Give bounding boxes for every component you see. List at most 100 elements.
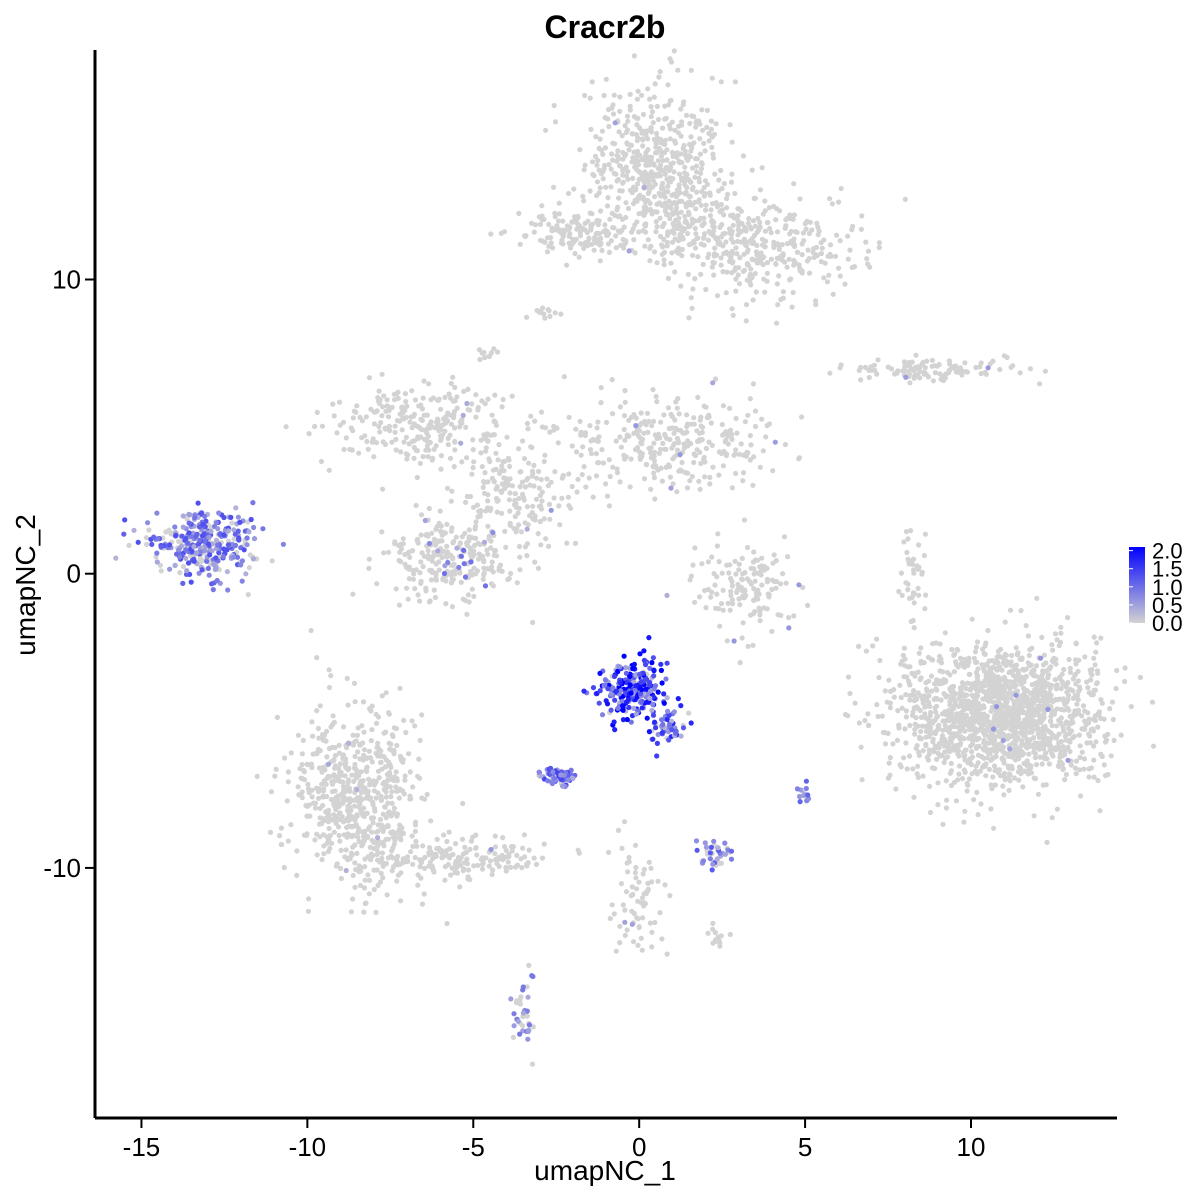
scatter-point bbox=[941, 759, 947, 766]
scatter-point bbox=[733, 571, 739, 577]
scatter-point bbox=[379, 824, 385, 831]
scatter-point bbox=[694, 169, 700, 175]
scatter-point bbox=[391, 805, 397, 811]
scatter-point bbox=[1006, 660, 1012, 666]
scatter-point bbox=[667, 56, 673, 62]
scatter-point bbox=[712, 376, 719, 382]
scatter-point bbox=[373, 795, 379, 801]
scatter-point bbox=[400, 536, 406, 542]
scatter-point bbox=[327, 774, 333, 780]
scatter-point bbox=[531, 855, 537, 861]
scatter-point bbox=[516, 495, 522, 502]
scatter-point bbox=[448, 412, 454, 418]
scatter-point bbox=[633, 875, 639, 881]
scatter-point bbox=[421, 436, 428, 442]
scatter-point bbox=[398, 837, 404, 843]
scatter-point bbox=[1064, 699, 1070, 705]
scatter-point bbox=[351, 803, 358, 809]
scatter-point bbox=[686, 141, 693, 147]
scatter-point bbox=[406, 564, 412, 570]
scatter-point bbox=[757, 618, 763, 624]
scatter-point bbox=[1001, 715, 1007, 721]
scatter-point bbox=[366, 556, 372, 562]
scatter-point bbox=[952, 691, 958, 697]
scatter-point bbox=[982, 745, 988, 751]
scatter-point bbox=[917, 375, 923, 381]
scatter-point bbox=[672, 138, 678, 144]
scatter-point bbox=[784, 264, 790, 270]
scatter-point bbox=[572, 214, 578, 220]
scatter-point bbox=[457, 862, 463, 868]
scatter-point bbox=[530, 1024, 536, 1030]
scatter-point bbox=[468, 568, 474, 574]
scatter-point bbox=[641, 419, 648, 425]
scatter-point bbox=[1042, 723, 1048, 730]
scatter-point bbox=[653, 219, 659, 225]
scatter-point bbox=[365, 446, 371, 452]
scatter-point bbox=[552, 469, 558, 475]
scatter-point bbox=[656, 139, 663, 145]
scatter-point bbox=[660, 440, 666, 446]
scatter-point bbox=[1013, 737, 1020, 744]
scatter-point bbox=[790, 289, 796, 296]
scatter-point bbox=[690, 286, 696, 292]
scatter-point bbox=[715, 531, 721, 537]
scatter-point bbox=[412, 828, 418, 835]
scatter-point bbox=[969, 749, 975, 755]
scatter-point bbox=[499, 568, 505, 575]
scatter-point bbox=[698, 170, 704, 176]
scatter-point bbox=[410, 576, 416, 582]
scatter-point bbox=[1037, 679, 1043, 685]
scatter-point bbox=[671, 441, 677, 447]
scatter-point bbox=[381, 730, 387, 736]
scatter-point bbox=[383, 861, 389, 867]
scatter-point bbox=[551, 427, 557, 433]
scatter-point bbox=[669, 413, 675, 420]
scatter-point bbox=[532, 559, 538, 565]
scatter-point bbox=[503, 847, 509, 854]
scatter-point bbox=[724, 638, 730, 644]
scatter-point bbox=[520, 438, 526, 444]
scatter-point bbox=[603, 184, 609, 190]
scatter-point bbox=[452, 439, 458, 445]
scatter-point bbox=[389, 404, 395, 410]
scatter-point bbox=[552, 119, 559, 125]
scatter-point bbox=[712, 582, 718, 588]
scatter-point bbox=[379, 413, 385, 419]
scatter-point bbox=[460, 851, 467, 857]
scatter-point bbox=[907, 664, 913, 670]
scatter-point bbox=[468, 838, 474, 844]
scatter-point bbox=[757, 187, 764, 193]
scatter-point bbox=[954, 743, 961, 749]
scatter-point bbox=[913, 745, 919, 752]
scatter-point bbox=[971, 797, 977, 803]
scatter-point bbox=[706, 138, 712, 144]
scatter-point bbox=[921, 693, 927, 699]
scatter-point bbox=[569, 443, 575, 449]
scatter-point bbox=[709, 554, 715, 560]
scatter-point bbox=[633, 132, 640, 138]
scatter-point bbox=[1040, 782, 1046, 788]
scatter-point bbox=[698, 460, 704, 467]
scatter-point bbox=[702, 459, 708, 465]
scatter-point bbox=[932, 695, 939, 702]
scatter-point bbox=[538, 409, 545, 415]
scatter-point bbox=[412, 586, 418, 592]
scatter-point bbox=[720, 269, 726, 275]
scatter-point bbox=[707, 474, 713, 480]
scatter-point bbox=[748, 226, 754, 232]
scatter-point bbox=[916, 734, 923, 740]
scatter-point bbox=[683, 204, 689, 210]
scatter-point bbox=[649, 944, 655, 950]
scatter-point bbox=[858, 744, 864, 750]
scatter-point bbox=[367, 706, 373, 712]
scatter-point bbox=[532, 517, 538, 523]
scatter-point bbox=[501, 229, 507, 235]
scatter-point bbox=[556, 200, 562, 206]
scatter-point bbox=[352, 884, 358, 890]
scatter-point bbox=[934, 756, 940, 763]
scatter-point bbox=[964, 369, 971, 375]
scatter-point bbox=[973, 364, 979, 371]
scatter-point bbox=[735, 272, 741, 278]
scatter-point bbox=[978, 371, 984, 377]
